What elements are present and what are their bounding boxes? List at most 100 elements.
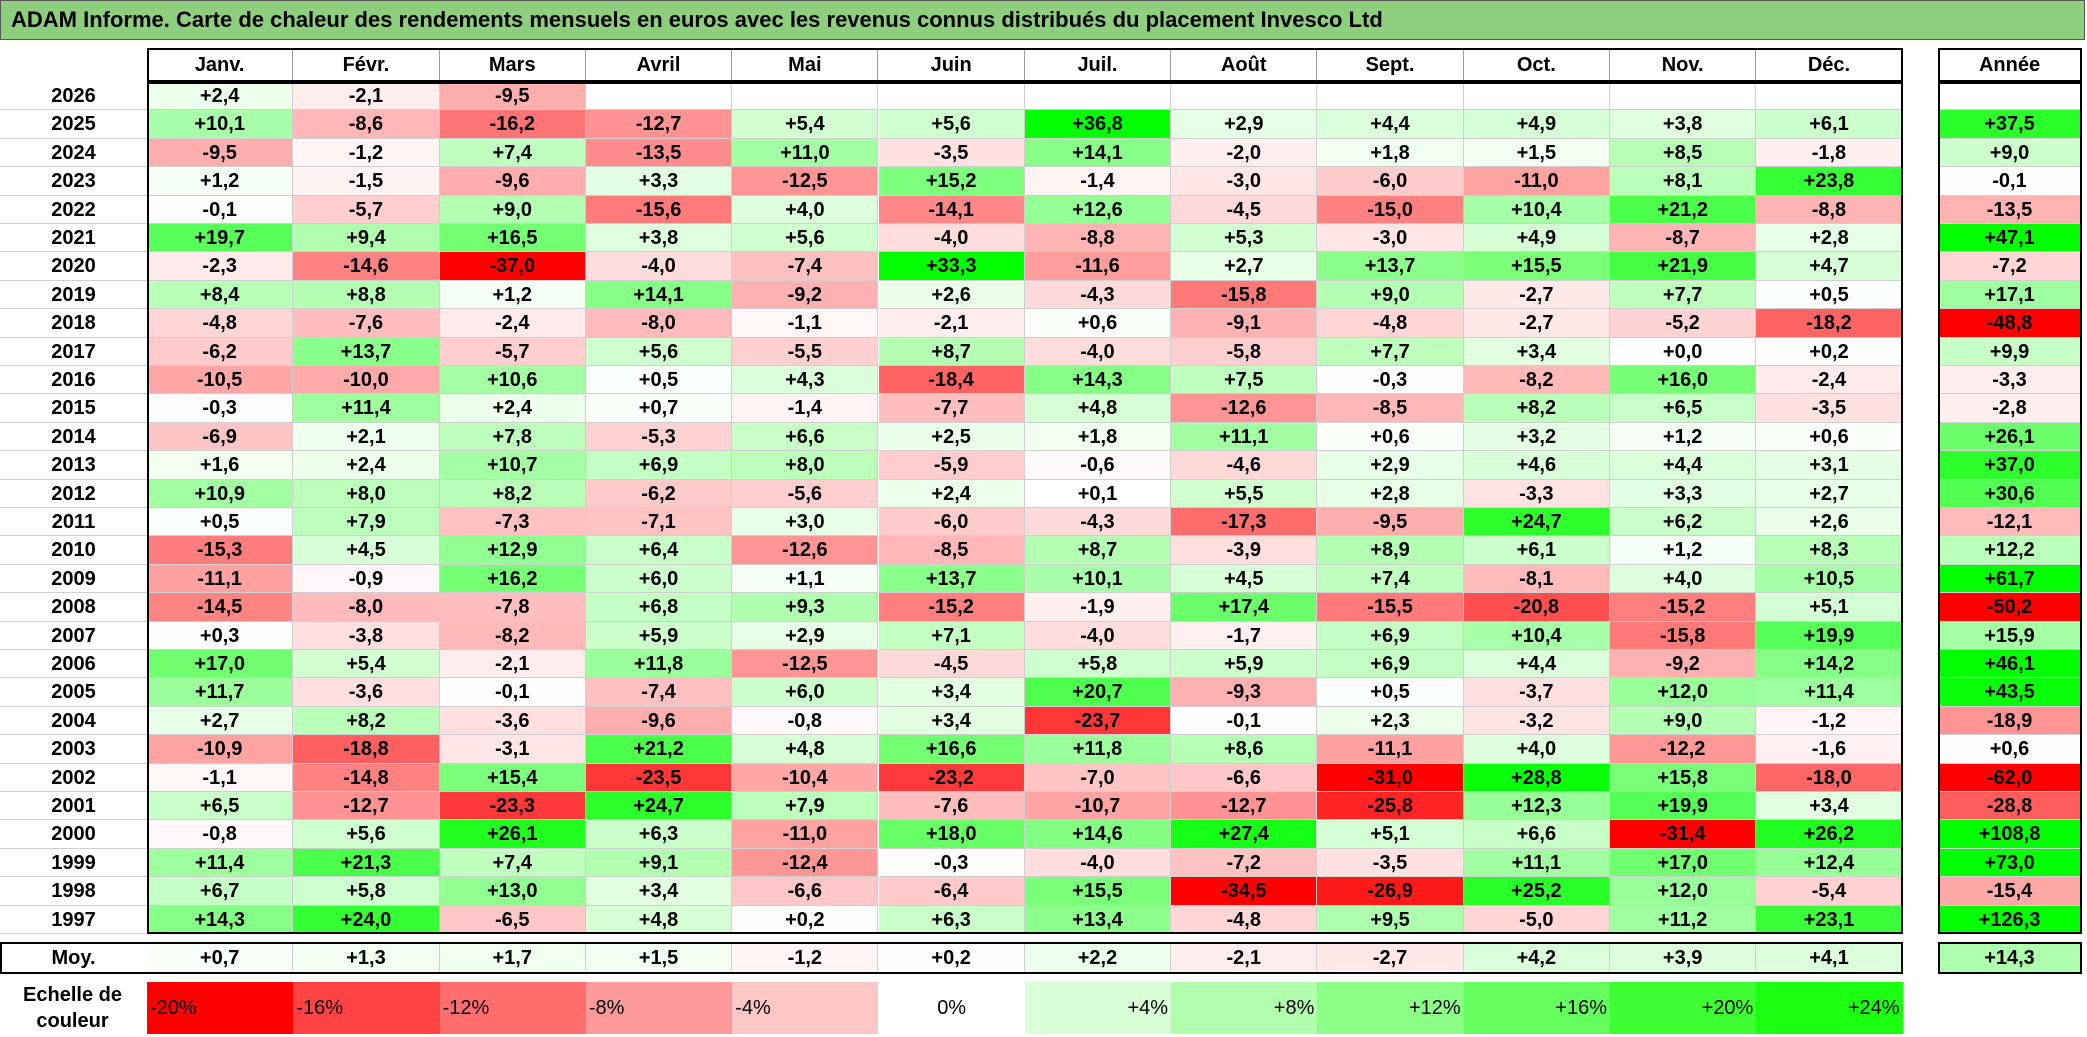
heatmap-cell: -6,2 bbox=[585, 479, 733, 508]
average-cell: +0,2 bbox=[878, 942, 1025, 974]
heatmap-cell: -9,6 bbox=[585, 706, 733, 736]
heatmap-cell: +25,2 bbox=[1463, 877, 1610, 906]
heatmap-cell: +23,1 bbox=[1756, 905, 1903, 934]
heatmap-cell: -12,2 bbox=[1610, 735, 1757, 764]
heatmap-cell: -7,4 bbox=[585, 678, 733, 707]
heatmap-cell: +3,4 bbox=[1756, 792, 1903, 821]
heatmap-cell: +13,7 bbox=[1317, 252, 1464, 281]
heatmap-cell: -9,5 bbox=[439, 82, 586, 111]
year-label: 2008 bbox=[0, 593, 147, 622]
heatmap-cell: -11,0 bbox=[1463, 167, 1610, 196]
heatmap-cell: -10,5 bbox=[147, 366, 294, 395]
heatmap-cell: +2,4 bbox=[439, 394, 586, 423]
heatmap-cell: +2,3 bbox=[1317, 706, 1464, 736]
annual-cell: +12,2 bbox=[1938, 536, 2082, 565]
heatmap-cell: +14,3 bbox=[1024, 366, 1172, 395]
heatmap-cell: +9,0 bbox=[1610, 706, 1757, 736]
average-cell: +1,3 bbox=[293, 942, 440, 974]
average-cell: +1,7 bbox=[439, 942, 586, 974]
month-header: Nov. bbox=[1610, 48, 1757, 82]
heatmap-cell: +19,9 bbox=[1756, 621, 1903, 650]
heatmap-cell: -7,8 bbox=[439, 593, 586, 622]
color-scale-stop: +20% bbox=[1610, 982, 1757, 1034]
average-cell: -2,7 bbox=[1317, 942, 1464, 974]
heatmap-cell: +10,1 bbox=[147, 110, 294, 139]
heatmap-cell: +6,0 bbox=[732, 678, 879, 707]
year-label: 2023 bbox=[0, 167, 147, 196]
heatmap-cell: -8,0 bbox=[293, 593, 440, 622]
heatmap-cell bbox=[1317, 82, 1464, 111]
heatmap-cell: +7,8 bbox=[439, 422, 586, 452]
heatmap-cell: +4,3 bbox=[732, 366, 879, 395]
heatmap-cell: +1,8 bbox=[1317, 138, 1464, 168]
heatmap-cell: +8,7 bbox=[1024, 536, 1172, 565]
heatmap-cell: -15,8 bbox=[1610, 621, 1757, 650]
heatmap-cell: -10,0 bbox=[293, 366, 440, 395]
heatmap-cell: +1,8 bbox=[1024, 422, 1172, 452]
heatmap-cell: -0,6 bbox=[1024, 451, 1172, 480]
heatmap-cell: +4,8 bbox=[1024, 394, 1172, 423]
heatmap-cell: +11,1 bbox=[1171, 422, 1318, 452]
heatmap-cell: +2,7 bbox=[1171, 252, 1318, 281]
heatmap-cell: +6,9 bbox=[585, 451, 733, 480]
heatmap-cell: -15,2 bbox=[1610, 593, 1757, 622]
heatmap-cell: -11,1 bbox=[147, 564, 294, 594]
heatmap-cell: +28,8 bbox=[1463, 763, 1610, 792]
heatmap-cell: -1,2 bbox=[293, 138, 440, 168]
heatmap-cell: +10,4 bbox=[1463, 621, 1610, 650]
color-scale-stop: +12% bbox=[1317, 982, 1464, 1034]
heatmap-cell: -3,0 bbox=[1317, 224, 1464, 253]
heatmap-cell: +10,4 bbox=[1463, 195, 1610, 224]
heatmap-cell: -5,0 bbox=[1463, 905, 1610, 934]
year-label: 2012 bbox=[0, 479, 147, 508]
heatmap-cell: -2,0 bbox=[1171, 138, 1318, 168]
heatmap-cell: +0,3 bbox=[147, 621, 294, 650]
heatmap-cell: -14,6 bbox=[293, 252, 440, 281]
heatmap-cell: -8,8 bbox=[1756, 195, 1903, 224]
heatmap-cell: +8,2 bbox=[1463, 394, 1610, 423]
heatmap-cell: -0,9 bbox=[293, 564, 440, 594]
heatmap-cell: -15,2 bbox=[878, 593, 1025, 622]
heatmap-cell: -2,1 bbox=[293, 82, 440, 111]
heatmap-cell: +6,2 bbox=[1610, 508, 1757, 537]
heatmap-cell: +0,2 bbox=[1756, 337, 1903, 366]
annual-cell: +46,1 bbox=[1938, 650, 2082, 679]
heatmap-cell: +9,1 bbox=[585, 848, 733, 878]
year-label: 2026 bbox=[0, 82, 147, 111]
heatmap-cell: -0,3 bbox=[878, 848, 1025, 878]
heatmap-cell: -16,2 bbox=[439, 110, 586, 139]
heatmap-cell: +9,5 bbox=[1317, 905, 1464, 934]
heatmap-cell: +0,6 bbox=[1317, 422, 1464, 452]
heatmap-cell: +12,4 bbox=[1756, 848, 1903, 878]
heatmap-cell: -9,1 bbox=[1171, 309, 1318, 338]
annual-cell: +37,5 bbox=[1938, 110, 2082, 139]
heatmap-cell: +16,6 bbox=[878, 735, 1025, 764]
heatmap-cell: -2,4 bbox=[1756, 366, 1903, 395]
heatmap-cell: +0,5 bbox=[147, 508, 294, 537]
heatmap-cell: -3,0 bbox=[1171, 167, 1318, 196]
heatmap-cell: +14,6 bbox=[1024, 820, 1172, 849]
heatmap-cell: -1,7 bbox=[1171, 621, 1318, 650]
heatmap-cell: -17,3 bbox=[1171, 508, 1318, 537]
heatmap-cell: +7,9 bbox=[732, 792, 879, 821]
heatmap-cell: +27,4 bbox=[1171, 820, 1318, 849]
heatmap-cell: +7,7 bbox=[1317, 337, 1464, 366]
annual-cell: -3,3 bbox=[1938, 366, 2082, 395]
heatmap-cell: +6,5 bbox=[1610, 394, 1757, 423]
heatmap-cell bbox=[878, 82, 1025, 111]
year-column-header: Année bbox=[1938, 48, 2082, 82]
heatmap-cell: -20,8 bbox=[1463, 593, 1610, 622]
heatmap-cell: -14,1 bbox=[878, 195, 1025, 224]
year-label: 2003 bbox=[0, 735, 147, 764]
annual-cell: -13,5 bbox=[1938, 195, 2082, 224]
heatmap-cell: -7,3 bbox=[439, 508, 586, 537]
heatmap-cell: -1,6 bbox=[1756, 735, 1903, 764]
heatmap-cell: -23,7 bbox=[1024, 706, 1172, 736]
heatmap-cell: +2,8 bbox=[1756, 224, 1903, 253]
heatmap-cell: +4,0 bbox=[1610, 564, 1757, 594]
heatmap-cell: +4,4 bbox=[1610, 451, 1757, 480]
annual-cell bbox=[1938, 82, 2082, 111]
heatmap-cell: -0,3 bbox=[1317, 366, 1464, 395]
heatmap-cell: +17,4 bbox=[1171, 593, 1318, 622]
heatmap-cell: +0,5 bbox=[1756, 280, 1903, 310]
